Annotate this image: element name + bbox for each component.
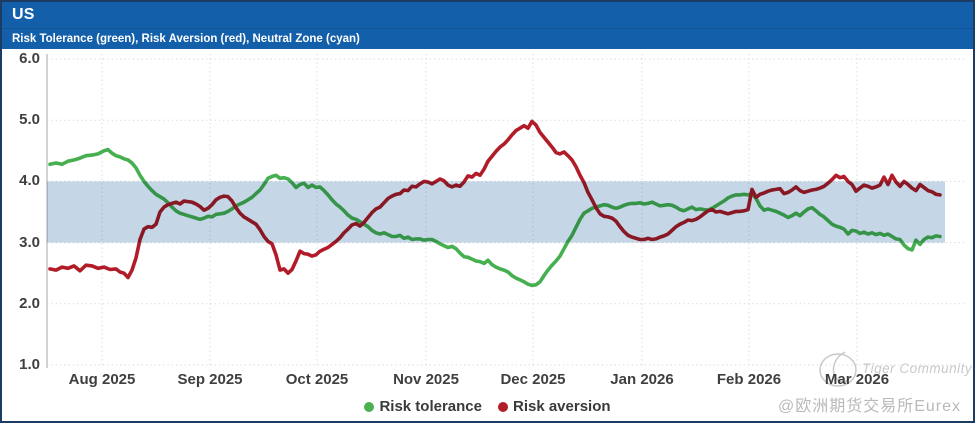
grid-layer — [47, 54, 964, 368]
legend-item-risk-aversion: Risk aversion — [497, 398, 611, 415]
risk-tolerance-dot-icon — [364, 401, 375, 412]
watermark-brand: Tiger Community — [862, 361, 973, 376]
chart-subtitle: Risk Tolerance (green), Risk Aversion (r… — [12, 33, 360, 45]
neutral-zone-band — [47, 181, 945, 243]
watermark-handle: @欧洲期货交易所Eurex — [777, 398, 961, 415]
panel-header: US Risk Tolerance (green), Risk Aversion… — [2, 2, 973, 49]
page-title: US — [12, 6, 35, 23]
tiger-logo-icon — [819, 351, 857, 387]
legend-label-risk-tolerance: Risk tolerance — [379, 398, 482, 415]
legend-item-risk-tolerance: Risk tolerance — [364, 398, 482, 415]
panel-header-title-row: US — [2, 2, 973, 29]
legend-label-risk-aversion: Risk aversion — [512, 398, 611, 415]
panel-header-subtitle-row: Risk Tolerance (green), Risk Aversion (r… — [2, 29, 973, 49]
risk-aversion-dot-icon — [497, 401, 508, 412]
chart-legend: Risk tolerance Risk aversion — [2, 398, 973, 415]
